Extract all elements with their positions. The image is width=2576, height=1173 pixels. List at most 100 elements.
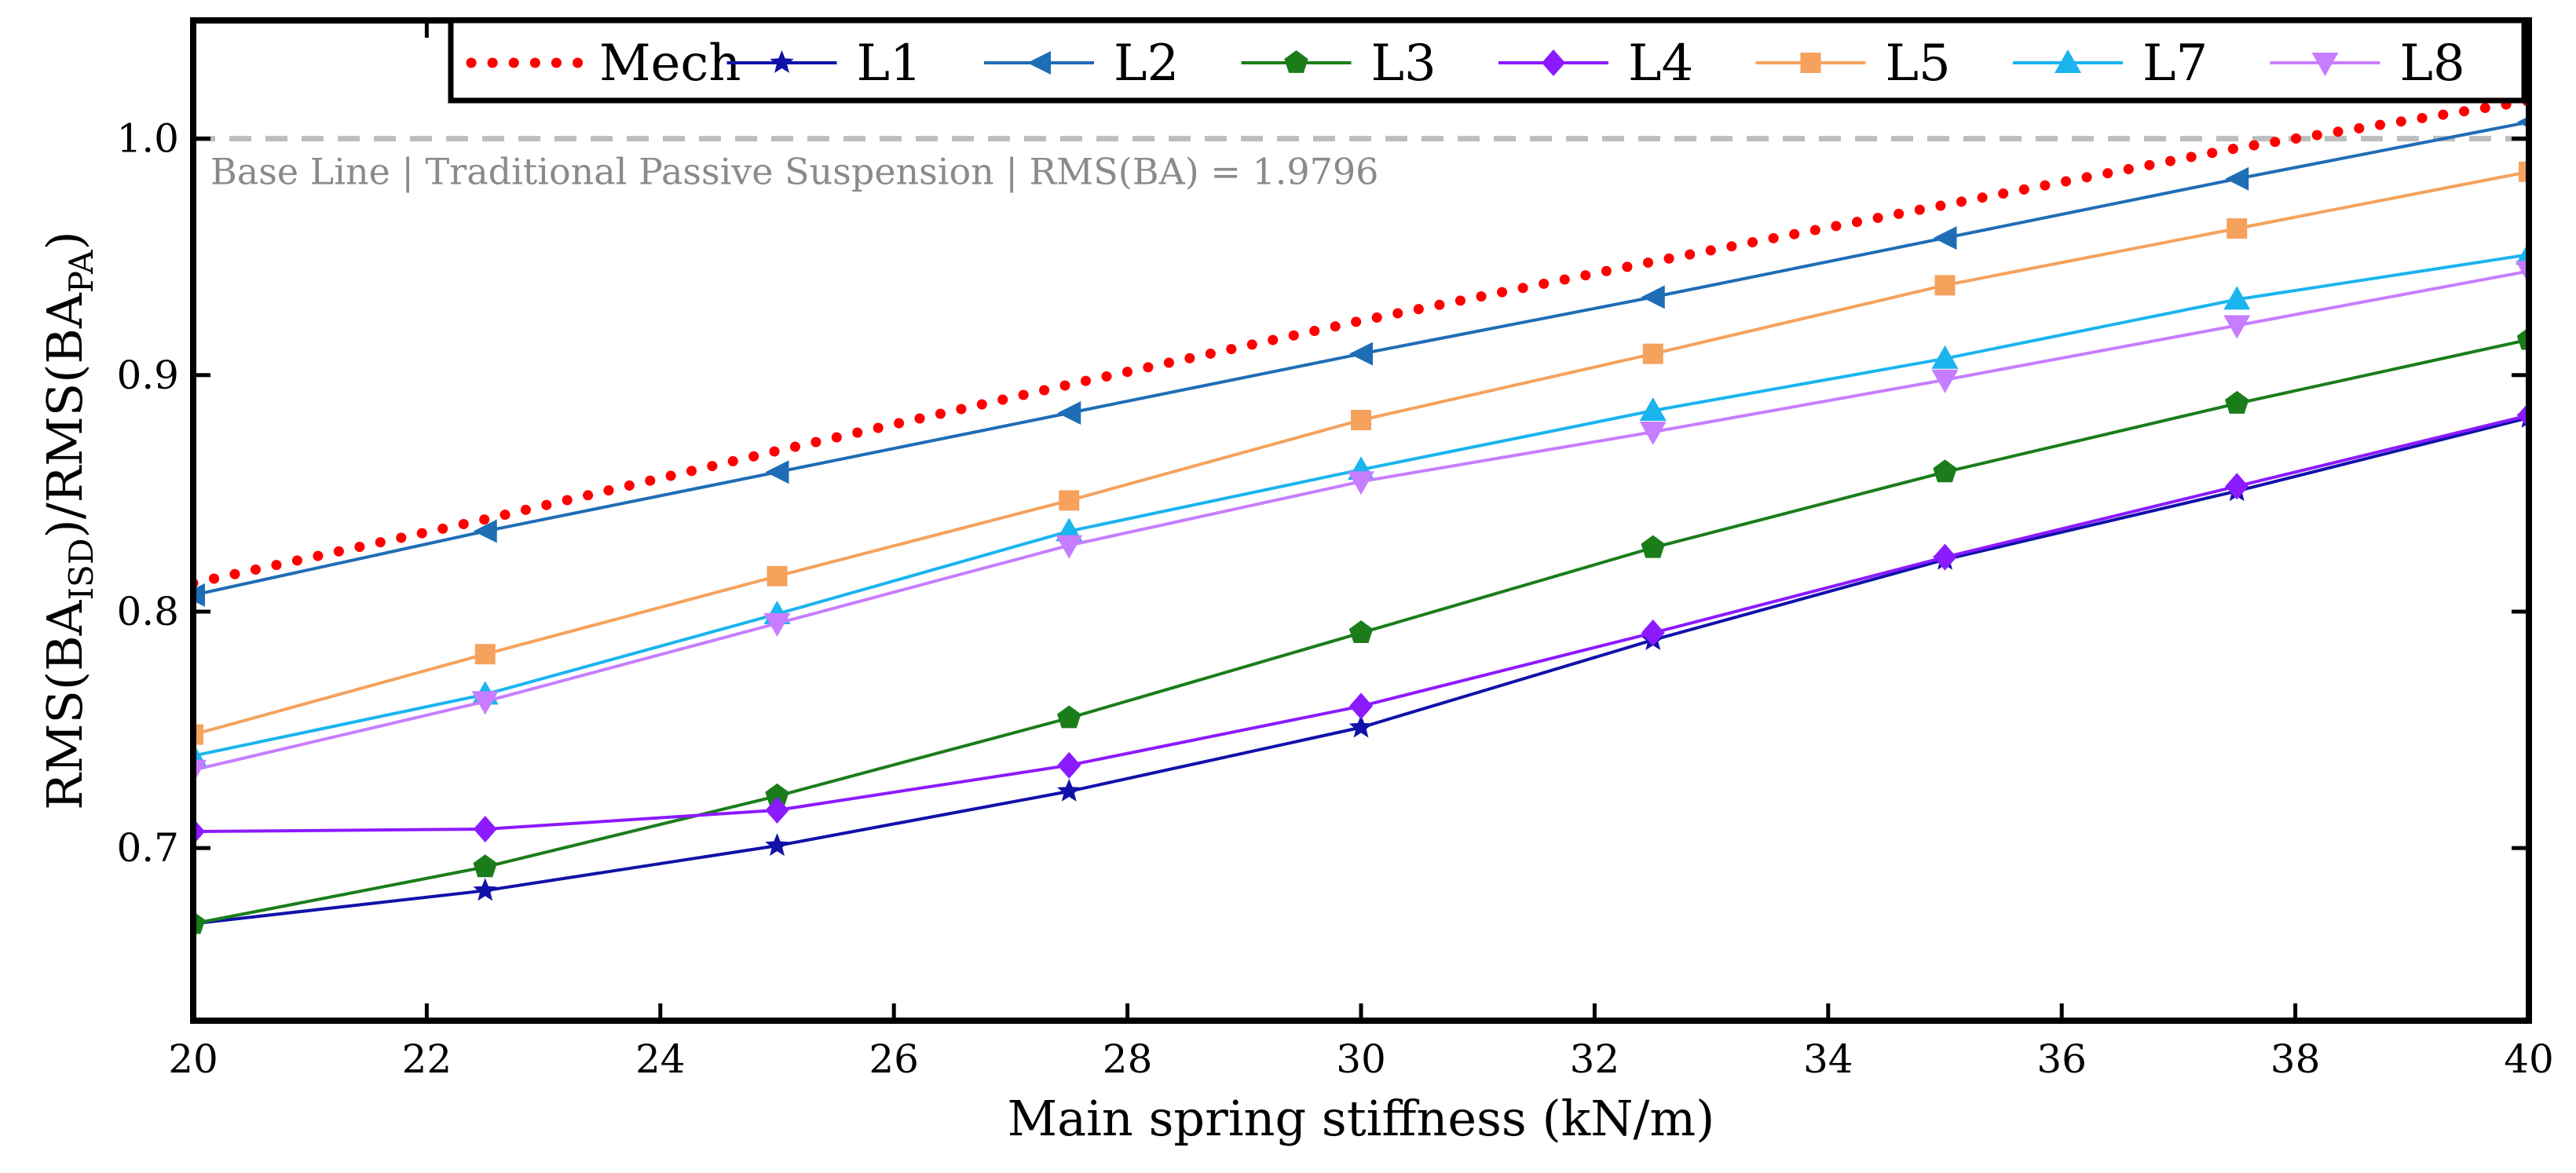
legend-entry-l3: L3 — [1241, 35, 1436, 93]
x-tick-label: 30 — [1336, 1036, 1386, 1082]
data-point-l3 — [765, 783, 789, 806]
series-l8 — [193, 261, 2529, 784]
data-point-l8 — [471, 691, 499, 715]
x-tick-label: 28 — [1103, 1036, 1153, 1082]
legend-label-l5: L5 — [1886, 35, 1951, 93]
legend-box — [448, 17, 2527, 104]
legend-label-l8: L8 — [2400, 35, 2465, 93]
data-point-l8 — [1639, 422, 1667, 446]
data-point-l7 — [1639, 396, 1667, 421]
y-axis-title: RMS(BAISD)/RMS(BAPA) — [36, 231, 101, 809]
legend-entry-l1: L1 — [726, 35, 922, 93]
x-axis-title: Main spring stiffness (kN/m) — [1008, 1090, 1715, 1147]
x-tick-label: 20 — [168, 1036, 218, 1082]
data-point-l3 — [1348, 620, 1374, 643]
baseline-layer: Base Line | Traditional Passive Suspensi… — [193, 136, 2529, 193]
data-point-l8 — [2516, 261, 2529, 285]
y-tick-label: 0.8 — [116, 589, 179, 634]
data-point-l1 — [1057, 778, 1081, 802]
data-point-l8 — [1056, 535, 1083, 559]
series-mech — [193, 95, 2529, 589]
legend-entry-mech: Mech — [466, 35, 741, 93]
x-tick-label: 32 — [1570, 1036, 1620, 1082]
data-point-l4 — [473, 816, 497, 843]
data-point-l4 — [1349, 692, 1373, 720]
legend-marker-l3 — [1284, 50, 1308, 73]
ticks-layer: 20 22 24 26 28 30 32 34 36 38 40 0.7 0.8 0.9 1.0 — [116, 20, 2554, 1082]
data-point-l1 — [473, 878, 497, 901]
data-point-l8 — [2223, 315, 2251, 339]
y-title-sub-1: ISD — [62, 538, 101, 600]
legend-entry-l4: L4 — [1498, 35, 1693, 93]
legend-label-l3: L3 — [1371, 35, 1436, 93]
legend-entry-l8: L8 — [2270, 35, 2465, 93]
x-tick-label: 40 — [2504, 1036, 2554, 1082]
y-title-part-2: )/RMS(BA — [36, 292, 93, 538]
legend-label-mech: Mech — [599, 35, 741, 93]
legend-marker-l4 — [1542, 49, 1565, 76]
legend-label-l2: L2 — [1114, 35, 1179, 93]
x-tick-label: 22 — [402, 1036, 452, 1082]
data-point-l4 — [1641, 619, 1665, 647]
data-point-l2 — [2225, 166, 2249, 191]
data-point-l5 — [474, 644, 496, 665]
legend-entry-l5: L5 — [1755, 35, 1951, 93]
legend-marker-l5 — [1800, 53, 1821, 73]
data-point-l5 — [1642, 343, 1663, 364]
data-point-l5 — [2227, 218, 2248, 239]
series-l5 — [193, 161, 2529, 745]
data-point-l1 — [1348, 714, 1374, 738]
data-point-l8 — [1348, 471, 1374, 495]
data-point-l7 — [2223, 286, 2251, 310]
y-tick-label: 1.0 — [116, 116, 179, 162]
data-point-l2 — [1057, 400, 1081, 425]
data-point-l3 — [2225, 390, 2249, 414]
data-point-l1 — [765, 833, 789, 857]
series-l2 — [193, 116, 2529, 607]
y-title-part-1: RMS(BA — [36, 599, 93, 809]
legend-entry-l2: L2 — [984, 35, 1179, 93]
data-point-l8 — [763, 613, 791, 638]
data-point-l3 — [473, 854, 497, 878]
x-tick-label: 26 — [869, 1036, 919, 1082]
data-point-l4 — [1057, 751, 1081, 779]
series-l4 — [193, 401, 2529, 846]
y-tick-label: 0.9 — [116, 353, 179, 398]
legend-label-l7: L7 — [2142, 35, 2208, 93]
data-point-l2 — [1641, 285, 1665, 309]
data-point-l5 — [767, 565, 788, 586]
legend-entry-l7: L7 — [2013, 35, 2208, 93]
legend-marker-l7 — [2055, 49, 2081, 73]
data-point-l2 — [473, 519, 497, 543]
data-point-l3 — [1057, 705, 1081, 729]
y-tick-label: 0.7 — [116, 825, 179, 871]
legend-marker-l1 — [770, 50, 794, 73]
data-point-l7 — [2516, 241, 2529, 265]
y-title-sub-2: PA — [62, 250, 101, 293]
data-point-l5 — [1351, 409, 1371, 430]
data-point-l2 — [765, 460, 789, 484]
y-title-part-3: ) — [36, 231, 93, 250]
data-point-l5 — [1934, 275, 1956, 296]
data-point-l7 — [1931, 345, 1959, 369]
series-line-mech — [193, 95, 2529, 589]
x-tick-label: 36 — [2036, 1036, 2087, 1082]
data-point-l4 — [765, 796, 789, 824]
data-point-l8 — [193, 759, 207, 784]
series-line-l5 — [193, 170, 2529, 736]
x-tick-label: 34 — [1803, 1036, 1853, 1082]
legend-label-l1: L1 — [857, 35, 922, 93]
x-tick-label: 24 — [635, 1036, 686, 1082]
legend-marker-l8 — [2311, 53, 2339, 76]
data-point-l2 — [1933, 226, 1957, 250]
data-point-l3 — [1641, 535, 1665, 558]
x-tick-label: 38 — [2270, 1036, 2321, 1082]
legend: Mech L1 L2 L3 L4 L5 L7 L8 — [448, 17, 2527, 104]
data-point-l8 — [1931, 369, 1959, 393]
data-point-l5 — [1059, 490, 1080, 511]
data-point-l4 — [1933, 543, 1957, 571]
baseline-label: Base Line | Traditional Passive Suspensi… — [210, 151, 1378, 193]
data-point-l3 — [1933, 459, 1957, 483]
data-point-l2 — [1349, 342, 1373, 366]
